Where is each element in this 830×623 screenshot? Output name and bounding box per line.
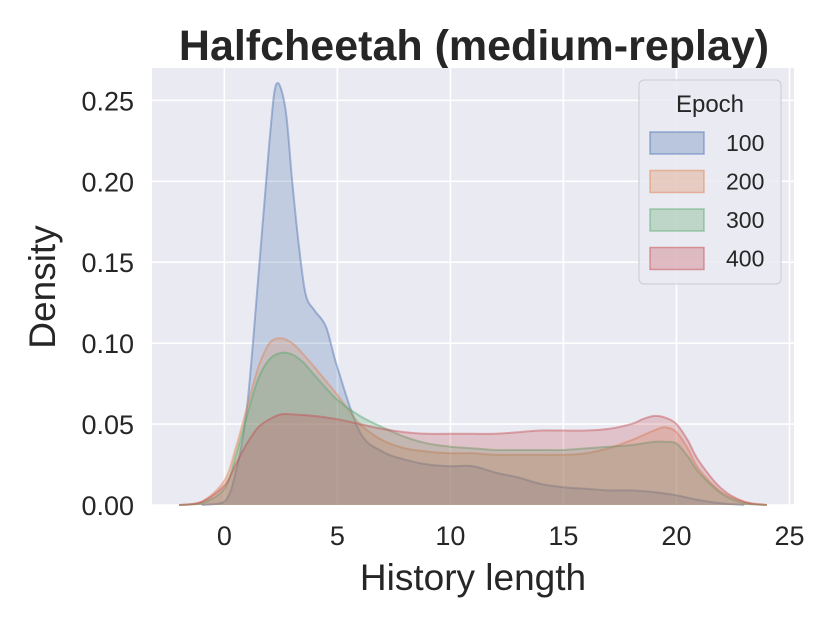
legend-title: Epoch [676,91,744,118]
x-tick-label: 5 [330,521,345,551]
density-areas [178,82,768,506]
legend-label-300: 300 [726,207,764,233]
legend-swatch-100 [649,131,705,155]
density-area-300 [179,352,767,505]
legend-label-400: 400 [726,246,764,272]
x-tick-label: 10 [435,521,465,551]
legend-swatch-200 [649,169,705,194]
y-tick-label: 0.00 [81,491,134,521]
density-line-300 [179,351,767,506]
density-area-200 [179,338,767,505]
y-tick-label: 0.15 [81,248,134,278]
x-axis-label: History length [360,557,586,598]
tick-labels: 0 5 10 15 20 25 0.00 0.05 0.10 0.15 0.20 0.25 [81,86,804,551]
legend-swatch-400 [649,246,705,271]
x-tick-label: 0 [217,521,232,551]
legend-label-100: 100 [726,130,764,156]
x-tick-label: 20 [661,521,691,551]
y-tick-label: 0.25 [81,86,134,116]
y-tick-label: 0.05 [81,410,134,440]
x-tick-label: 15 [548,521,578,551]
density-line-100 [201,82,745,506]
legend: Epoch 100 200 300 400 [638,79,782,285]
x-tick-label: 25 [774,521,804,551]
y-tick-label: 0.20 [81,167,134,197]
y-tick-label: 0.10 [81,329,134,359]
legend-swatch-300 [649,208,705,232]
legend-label-200: 200 [726,169,764,195]
y-axis-label: Density [22,225,63,349]
density-area-400 [179,413,767,505]
density-area-100 [201,82,745,506]
density-line-200 [178,337,768,506]
legend-box [638,79,782,285]
density-line-400 [178,412,768,506]
chart-title: Halfcheetah (medium-replay) [179,22,769,70]
